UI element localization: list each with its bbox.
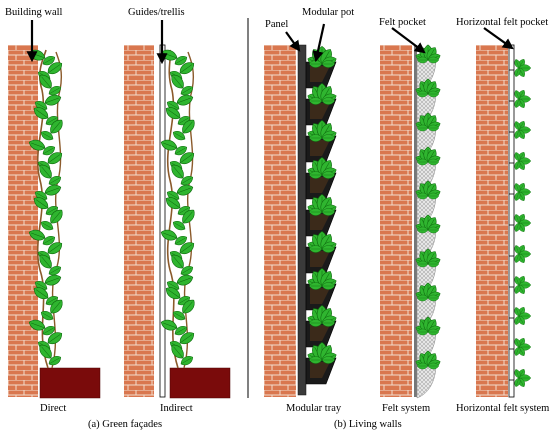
indirect-facade <box>124 44 231 399</box>
label-panel: Panel <box>265 19 289 30</box>
plant-tuft <box>513 306 530 326</box>
trellis <box>159 44 166 398</box>
caption-felt-system: Felt system <box>382 403 431 414</box>
building-wall-horizontal <box>476 45 508 397</box>
panel <box>297 44 307 396</box>
plant-tuft <box>513 213 530 233</box>
label-modular-pot: Modular pot <box>302 7 355 18</box>
planter-indirect <box>169 367 231 399</box>
plant-tuft <box>513 337 530 357</box>
plant-tuft <box>513 151 530 171</box>
vine-indirect <box>159 47 198 369</box>
caption-modular-tray: Modular tray <box>286 403 342 414</box>
caption-horizontal-felt-system: Horizontal felt system <box>456 403 550 414</box>
plant-tuft <box>513 58 530 78</box>
building-wall-felt <box>380 45 412 397</box>
building-wall-direct <box>8 45 38 397</box>
plant-tuft <box>513 368 530 388</box>
label-horizontal-felt-pocket: Horizontal felt pocket <box>456 17 549 28</box>
direct-facade <box>8 45 101 399</box>
caption-green-facades: (a) Green façades <box>88 419 163 430</box>
arrow-panel <box>285 31 301 52</box>
label-guides-trellis: Guides/trellis <box>128 7 185 18</box>
vine-direct <box>27 47 66 369</box>
plant-tuft <box>513 89 530 109</box>
caption-indirect: Indirect <box>160 403 193 414</box>
planter-direct <box>39 367 101 399</box>
plant-tuft <box>513 275 530 295</box>
arrow-horizontal-felt-pocket <box>483 27 514 50</box>
plant-tuft <box>513 244 530 264</box>
horizontal-felt-system <box>476 44 531 398</box>
plant-tuft <box>513 120 530 140</box>
arrow-felt-pocket <box>391 27 426 54</box>
felt-backing <box>414 45 417 397</box>
felt-system <box>380 45 441 399</box>
arrow-modular-pot <box>312 23 326 63</box>
building-wall-indirect <box>124 45 154 397</box>
building-wall-modular <box>264 45 296 397</box>
label-felt-pocket: Felt pocket <box>379 17 426 28</box>
plant-tuft <box>513 182 530 202</box>
label-building-wall: Building wall <box>5 7 63 18</box>
modular-tray-system <box>264 44 338 397</box>
horizontal-felt-strip <box>508 44 515 398</box>
caption-direct: Direct <box>40 403 67 414</box>
caption-living-walls: (b) Living walls <box>334 419 402 430</box>
